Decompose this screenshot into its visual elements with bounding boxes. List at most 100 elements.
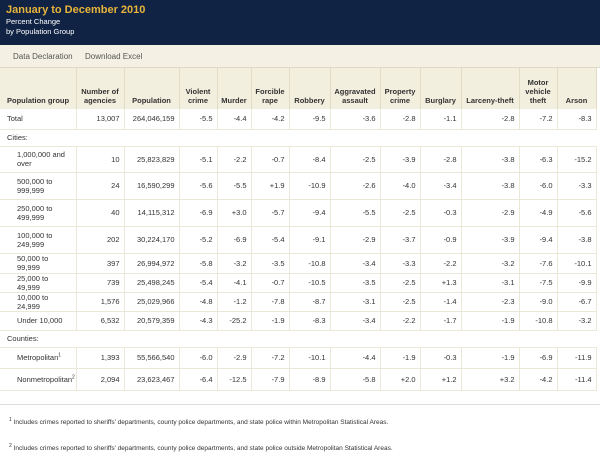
table-row: 500,000 to 999,999 24 16,590,299 -5.6 -5.5 +1… [0,172,597,200]
footnote-1: 1 Includes crimes reported to sheriffs' … [9,416,389,426]
table-cell: -9.1 [289,226,331,254]
table-cell: 23,623,467 [124,368,180,391]
table-cell: -0.7 [251,146,290,173]
footnotes: 1 Includes crimes reported to sheriffs' … [0,404,600,457]
table-cell: -0.3 [420,347,462,369]
table-cell: 25,498,245 [124,273,180,293]
table-row: 10,000 to 24,999 1,576 25,029,966 -4.8 -1.2-… [0,292,597,312]
table-cell: -8.3 [557,109,597,130]
table-cell: -3.8 [557,226,597,254]
column-header-forcible-rape: Forcible rape [251,68,290,109]
table-cell: -2.2 [420,253,462,274]
row-label-text: Total [7,114,23,124]
table-header-row: Population group Number of agencies Popula… [0,68,597,109]
table-cell: -2.9 [330,226,381,254]
table-cell: -2.8 [420,146,462,173]
section-row: Counties: [0,330,596,348]
table-cell: 739 [76,273,125,293]
table-body: Total 13,007 264,046,159 -5.5 -4.4 -4.2 -9.5 -3… [0,109,597,391]
table-cell: -3.2 [557,311,597,331]
table-cell: -3.8 [461,146,520,173]
table-cell: -3.6 [330,109,381,130]
table-cell: 202 [76,226,125,254]
table-cell: -12.5 [217,368,252,391]
table-cell: -1.7 [420,311,462,331]
table-cell: -1.4 [420,292,462,312]
table-cell: -6.0 [519,172,558,200]
table-cell: -4.1 [217,273,252,293]
table-cell: 264,046,159 [124,109,180,130]
table-cell: -4.3 [179,311,218,331]
table-cell: -2.3 [461,292,520,312]
row-label-text: Metropolitan [17,353,59,362]
table-cell: -5.1 [179,146,218,173]
download-excel-link[interactable]: Download Excel [85,52,143,61]
footnote-1-marker: 1 [9,416,12,423]
table-cell: -6.7 [557,292,597,312]
table-cell: -25.2 [217,311,252,331]
row-label-text: 10,000 to 24,999 [17,292,49,311]
row-label-text: 500,000 to 999,999 [17,176,53,195]
table-cell: -3.3 [557,172,597,200]
table-cell: 24 [76,172,125,200]
table-cell: 1,576 [76,292,125,312]
row-label: Metropolitan1 [0,347,77,369]
column-header-number-of-agencies: Number of agencies [76,68,125,109]
table-cell: -2.5 [380,273,421,293]
table-cell: -1.9 [461,311,520,331]
table-cell: +1.2 [420,368,462,391]
table-cell: 25,029,966 [124,292,180,312]
table-cell: +1.3 [420,273,462,293]
data-declaration-link[interactable]: Data Declaration [13,52,73,61]
table-cell: -9.0 [519,292,558,312]
table-cell: -3.2 [461,253,520,274]
table-cell: -1.9 [461,347,520,369]
report-title: January to December 2010 [6,4,146,16]
table-cell: -8.7 [289,292,331,312]
footnote-2-text: Includes crimes reported to sheriffs' de… [13,445,393,452]
table-cell: -5.4 [251,226,290,254]
table-cell: -0.3 [420,199,462,227]
report-subtitle-population-group: by Population Group [6,26,75,36]
table-row: 50,000 to 99,999 397 26,994,972 -5.8 -3.2 -3.… [0,253,597,274]
table-cell: -2.9 [461,199,520,227]
table-cell: -3.1 [461,273,520,293]
table-cell: -9.5 [289,109,331,130]
table-cell: +3.2 [461,368,520,391]
column-header-motor-vehicle-theft: Motor vehicle theft [519,68,558,109]
table-cell: -11.9 [557,347,597,369]
table-cell: -1.9 [251,311,290,331]
table-cell: -15.2 [557,146,597,173]
table-cell: -2.5 [380,199,421,227]
footnote-2-marker: 2 [9,442,12,449]
table-cell: -6.3 [519,146,558,173]
row-label: 10,000 to 24,999 [0,292,77,312]
table-cell: -2.9 [217,347,252,369]
table-row: Total 13,007 264,046,159 -5.5 -4.4 -4.2 -9.5 -3… [0,109,597,130]
row-label-text: 100,000 to 249,999 [17,230,53,249]
table-cell: -7.9 [251,368,290,391]
table-cell: -1.2 [217,292,252,312]
table-cell: 13,007 [76,109,125,130]
table-cell: -3.8 [461,172,520,200]
row-label: Total [0,109,77,130]
row-label-text: 25,000 to 49,999 [17,273,49,292]
row-label: 25,000 to 49,999 [0,273,77,293]
column-header-property-crime: Property crime [380,68,421,109]
table-cell: +2.0 [380,368,421,391]
table-row: Nonmetropolitan2 2,094 23,623,467 -6.4 -12.5… [0,368,597,391]
table-cell: -2.8 [461,109,520,130]
table-cell: -10.8 [289,253,331,274]
table-cell: -6.4 [179,368,218,391]
table-cell: -4.4 [217,109,252,130]
table-cell: -7.5 [519,273,558,293]
row-label-text: 250,000 to 499,999 [17,203,53,222]
table-row: 250,000 to 499,999 40 14,115,312 -6.9 +3.0 -5… [0,199,597,227]
footnote-2: 2 Includes crimes reported to sheriffs' … [9,442,393,452]
footnote-1-text: Includes crimes reported to sheriffs' de… [13,419,389,426]
column-header-population: Population [124,68,180,109]
table-cell: -2.6 [330,172,381,200]
table-cell: -3.7 [380,226,421,254]
table-cell: -1.1 [420,109,462,130]
table-cell: -6.9 [217,226,252,254]
